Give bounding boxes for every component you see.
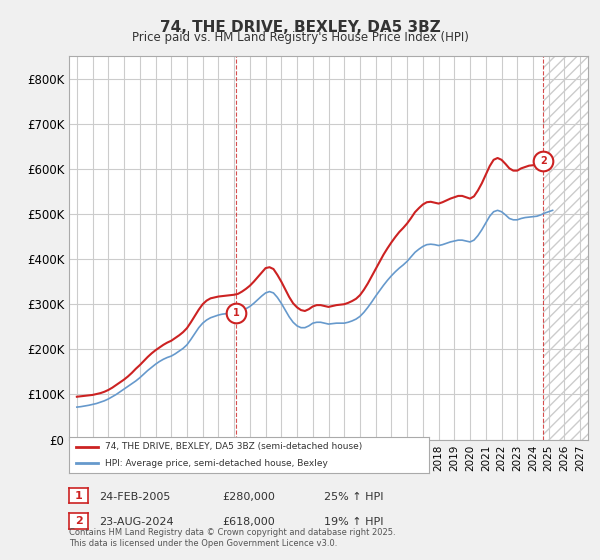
Text: Contains HM Land Registry data © Crown copyright and database right 2025.
This d: Contains HM Land Registry data © Crown c…	[69, 528, 395, 548]
Text: 19% ↑ HPI: 19% ↑ HPI	[324, 517, 383, 527]
Point	[232, 309, 241, 318]
Text: 1: 1	[75, 491, 82, 501]
Point	[538, 156, 548, 165]
Text: 2: 2	[75, 516, 82, 526]
Text: 2: 2	[540, 156, 547, 166]
Text: £280,000: £280,000	[222, 492, 275, 502]
Text: 24-FEB-2005: 24-FEB-2005	[99, 492, 170, 502]
Bar	[543, 56, 588, 440]
Text: 74, THE DRIVE, BEXLEY, DA5 3BZ (semi-detached house): 74, THE DRIVE, BEXLEY, DA5 3BZ (semi-det…	[105, 442, 362, 451]
Text: 74, THE DRIVE, BEXLEY, DA5 3BZ: 74, THE DRIVE, BEXLEY, DA5 3BZ	[160, 20, 440, 35]
Text: 25% ↑ HPI: 25% ↑ HPI	[324, 492, 383, 502]
Text: 23-AUG-2024: 23-AUG-2024	[99, 517, 173, 527]
Text: HPI: Average price, semi-detached house, Bexley: HPI: Average price, semi-detached house,…	[105, 459, 328, 468]
Text: Price paid vs. HM Land Registry's House Price Index (HPI): Price paid vs. HM Land Registry's House …	[131, 31, 469, 44]
Text: £618,000: £618,000	[222, 517, 275, 527]
Text: 1: 1	[233, 308, 240, 318]
